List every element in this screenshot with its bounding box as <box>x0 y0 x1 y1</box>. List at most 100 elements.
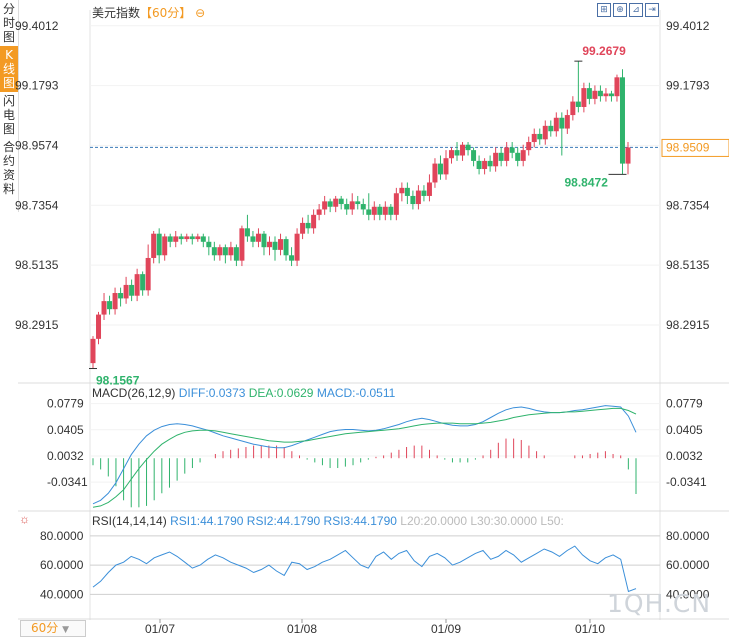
candle-body <box>162 236 168 256</box>
candle-body <box>322 201 328 210</box>
candle-body <box>140 274 146 291</box>
price-tick-right: 98.7354 <box>666 198 710 212</box>
fit-icon[interactable]: ⊞ <box>597 3 611 17</box>
macd-tick-right: 0.0779 <box>666 397 703 411</box>
tab-flash[interactable]: 闪电图 <box>2 94 15 136</box>
candle-body <box>575 101 581 107</box>
candle-body <box>184 236 190 240</box>
side-tab-bar: 分时图 K线图 闪电图 合约资料 <box>0 0 19 212</box>
rsi3-value: RSI3:44.1790 <box>323 514 397 528</box>
current-price-box <box>661 138 729 157</box>
macd-dea-line <box>92 407 637 508</box>
tab-contract-info[interactable]: 合约资料 <box>2 140 15 196</box>
candle-body <box>228 247 234 256</box>
macd-diff-line <box>92 405 637 505</box>
period-label: 【60分】 <box>140 6 192 20</box>
start-low-annotation: 98.1567 <box>96 374 140 388</box>
period-selector[interactable]: 60分 ▼ <box>20 620 86 637</box>
candle-body <box>266 241 272 248</box>
macd-tick-left: -0.0341 <box>47 475 88 489</box>
candle-body <box>250 236 256 242</box>
indicator-settings-icon[interactable]: ☼ <box>19 512 30 526</box>
tab-kline[interactable]: K线图 <box>0 46 18 92</box>
candle-body <box>173 236 179 242</box>
candle-body <box>222 247 228 256</box>
candle-body <box>151 233 157 258</box>
indicator-icon[interactable]: ⊿ <box>629 3 643 17</box>
rsi-tick-right: 80.0000 <box>666 529 710 543</box>
period-selector-label: 60分 <box>31 621 59 635</box>
high-annotation: 99.2679 <box>582 44 626 58</box>
rsi-tick-right: 40.0000 <box>666 587 710 601</box>
candle-body <box>515 152 521 161</box>
rsi-tick-left: 60.0000 <box>40 558 84 572</box>
macd-tick-right: 0.0032 <box>666 449 703 463</box>
candle-body <box>195 236 201 240</box>
x-tick-label: 01/07 <box>145 622 175 636</box>
macd-tick-left: 0.0779 <box>47 397 84 411</box>
price-tick-right: 98.2915 <box>666 318 710 332</box>
chevron-down-icon: ▼ <box>62 625 70 635</box>
rsi-line <box>92 545 637 593</box>
candle-body <box>366 209 372 215</box>
candle-body <box>487 160 493 167</box>
candle-body <box>537 133 543 140</box>
candle-body <box>294 233 300 261</box>
rsi-l20: L20:20.0000 <box>400 514 467 528</box>
candle-body <box>586 88 592 99</box>
candle-body <box>233 247 239 261</box>
candle-body <box>520 150 526 161</box>
settings-toggle-icon[interactable]: ⊖ <box>195 6 206 20</box>
price-tick-left: 98.2915 <box>15 318 59 332</box>
candle-body <box>548 125 554 132</box>
candle-body <box>156 233 162 256</box>
candle-body <box>542 125 548 140</box>
candle-body <box>564 115 570 129</box>
candle-body <box>123 284 129 299</box>
rsi1-value: RSI1:44.1790 <box>170 514 244 528</box>
candle-body <box>96 314 102 339</box>
x-tick-label: 01/08 <box>287 622 317 636</box>
candle-body <box>415 190 421 205</box>
watermark-logo: 1QH.CN <box>607 589 712 618</box>
candle-body <box>614 77 620 97</box>
price-tick-right: 99.4012 <box>666 19 710 33</box>
price-tick-left: 98.9574 <box>15 138 59 152</box>
candle-body <box>178 236 184 240</box>
tab-timeshare[interactable]: 分时图 <box>2 2 15 44</box>
candle-body <box>619 77 625 164</box>
candle-body <box>200 236 206 242</box>
chart-title: 美元指数【60分】 ⊖ <box>92 4 205 21</box>
current-price-label: 98.9509 <box>666 140 710 154</box>
candle-body <box>129 284 135 296</box>
zoom-in-icon[interactable]: ⊕ <box>613 3 627 17</box>
candle-body <box>460 144 466 156</box>
price-tick-right: 99.1793 <box>666 79 710 93</box>
candle-body <box>189 236 195 240</box>
candle-body <box>526 142 532 151</box>
candle-body <box>327 201 333 207</box>
candle-body <box>338 198 344 205</box>
candle-body <box>360 204 366 210</box>
price-tick-left: 99.1793 <box>15 79 59 93</box>
candle-body <box>311 214 317 229</box>
price-tick-left: 98.5135 <box>15 258 59 272</box>
candle-body <box>437 163 443 175</box>
candle-body <box>206 241 212 248</box>
candle-body <box>498 152 504 161</box>
candle-body <box>570 101 576 116</box>
candle-body <box>316 209 322 215</box>
candle-body <box>101 301 107 315</box>
exit-icon[interactable]: ⇥ <box>645 3 659 17</box>
candle-body <box>300 222 306 234</box>
chart-toolbar: ⊞ ⊕ ⊿ ⇥ <box>597 3 659 17</box>
candle-body <box>581 88 587 107</box>
candle-body <box>504 147 510 161</box>
candle-body <box>399 187 405 194</box>
price-tick-left: 98.7354 <box>15 198 59 212</box>
rsi-title: RSI(14,14,14) <box>92 514 167 528</box>
candle-body <box>355 201 361 205</box>
macd-diff-value: DIFF:0.0373 <box>178 386 246 400</box>
